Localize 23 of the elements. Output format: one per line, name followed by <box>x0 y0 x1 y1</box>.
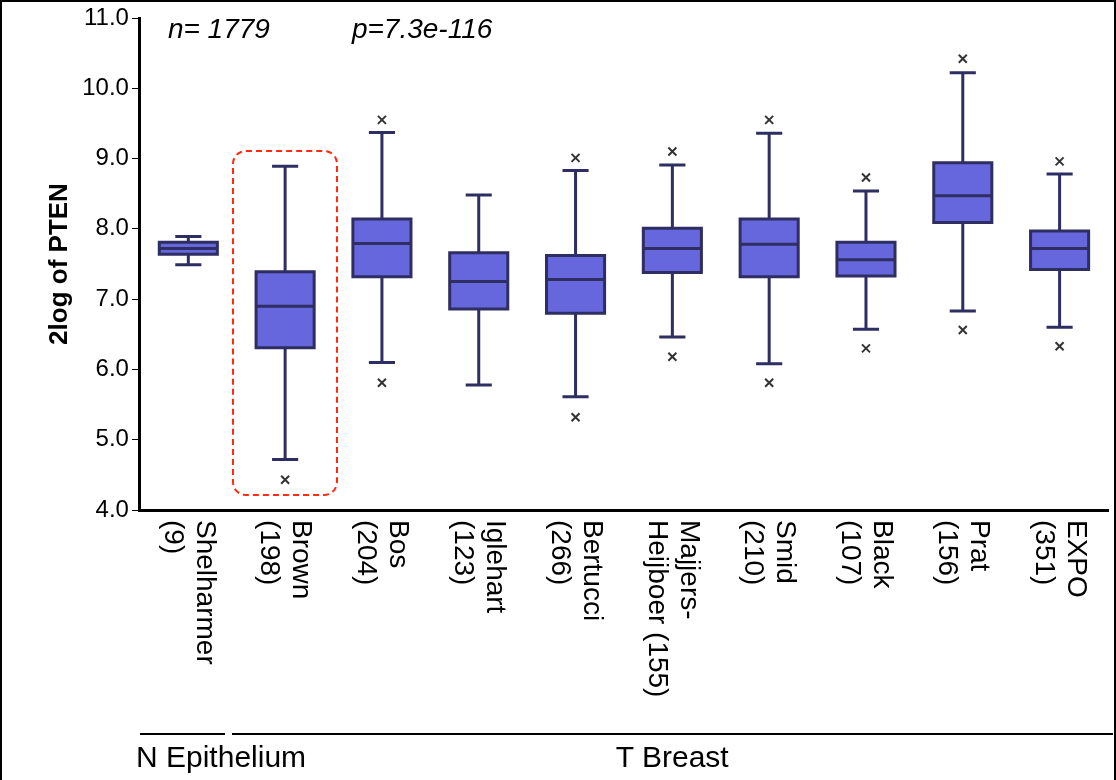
y-tick-label: 8.0 <box>95 213 129 241</box>
y-tick-label: 11.0 <box>83 2 129 30</box>
x-tick-label: Black (107) <box>836 520 900 590</box>
y-tick-label: 7.0 <box>95 283 129 311</box>
x-tick-label: Brown (198) <box>255 520 319 600</box>
annotation: p=7.3e-116 <box>350 12 493 44</box>
x-tick-label: Smid (210) <box>739 520 803 586</box>
x-tick-label: Bertucci (266) <box>545 520 609 622</box>
y-axis-title: 2log of PTEN <box>42 183 73 345</box>
x-tick-label: Prat (156) <box>933 520 997 586</box>
y-tick-label: 4.0 <box>95 494 129 522</box>
x-tick-label: Majjers-Heijboer (155) <box>642 520 706 698</box>
text: T Breast <box>615 740 729 774</box>
y-tick-label: 10.0 <box>82 72 129 100</box>
y-tick-label: 9.0 <box>95 143 129 171</box>
y-tick-label: 5.0 <box>95 424 129 452</box>
x-tick-label: EXPO (351) <box>1029 520 1093 598</box>
text: N Epithelium <box>136 740 307 774</box>
x-tick-label: Shelharmer (9) <box>158 520 222 665</box>
x-tick-label: Iglehart (123) <box>449 520 513 614</box>
y-tick-label: 6.0 <box>95 354 129 382</box>
annotation: n= 1779 <box>167 12 270 44</box>
x-tick-label: Bos (204) <box>352 520 416 586</box>
